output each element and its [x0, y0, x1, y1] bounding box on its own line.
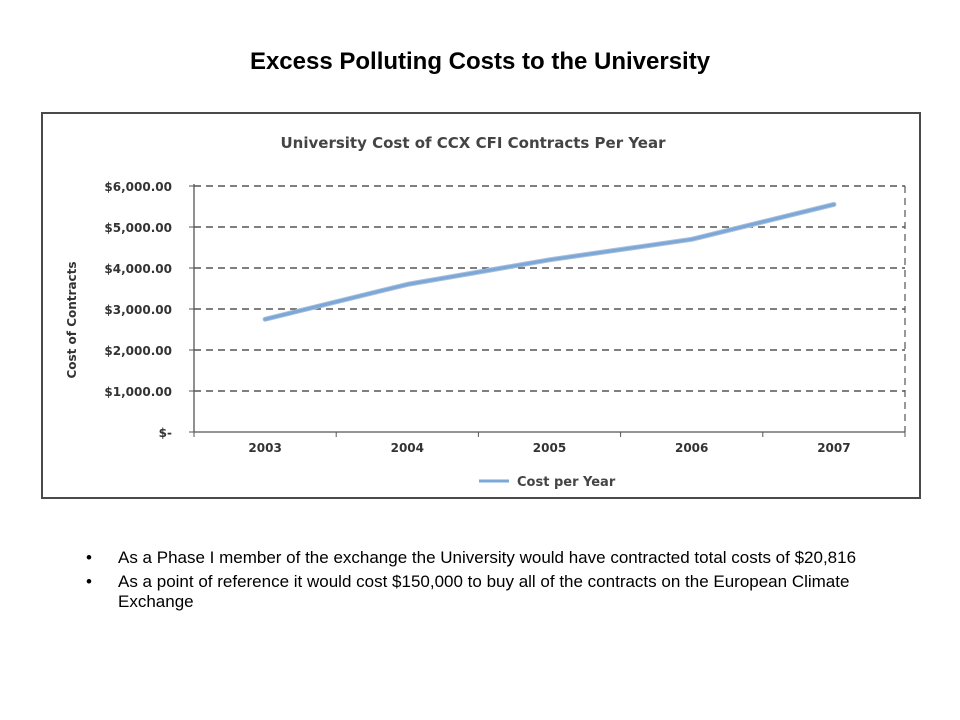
- bullet-text: As a point of reference it would cost $1…: [118, 572, 850, 611]
- x-tick-label: 2004: [391, 441, 424, 455]
- bullet-marker: •: [86, 572, 92, 591]
- bullet-list: • As a Phase I member of the exchange th…: [84, 548, 884, 616]
- y-tick-label: $3,000.00: [104, 303, 172, 317]
- axes: [189, 184, 906, 437]
- legend-label: Cost per Year: [517, 475, 616, 490]
- y-tick-label: $2,000.00: [104, 344, 172, 358]
- y-tick-label: $5,000.00: [104, 221, 172, 235]
- y-axis-label: Cost of Contracts: [65, 261, 79, 378]
- y-tick-label: $-: [159, 426, 172, 440]
- line-chart: University Cost of CCX CFI Contracts Per…: [65, 134, 906, 490]
- x-tick-label: 2006: [675, 441, 708, 455]
- x-tick-label: 2005: [533, 441, 566, 455]
- x-tick-label: 2003: [248, 441, 281, 455]
- chart-title: University Cost of CCX CFI Contracts Per…: [281, 134, 667, 152]
- bullet-item: • As a Phase I member of the exchange th…: [84, 548, 884, 568]
- gridlines: [194, 185, 906, 432]
- bullet-marker: •: [86, 548, 92, 567]
- tick-labels: $- $1,000.00 $2,000.00 $3,000.00 $4,000.00 $5…: [104, 180, 850, 455]
- y-tick-label: $6,000.00: [104, 180, 172, 194]
- series-layer: [262, 201, 837, 322]
- slide-title: Excess Polluting Costs to the University: [249, 48, 711, 75]
- y-tick-label: $1,000.00: [104, 385, 172, 399]
- x-tick-label: 2007: [817, 441, 850, 455]
- bullet-item: • As a point of reference it would cost …: [84, 572, 884, 612]
- chart-legend: Cost per Year: [479, 475, 616, 490]
- y-tick-label: $4,000.00: [104, 262, 172, 276]
- chart-frame: University Cost of CCX CFI Contracts Per…: [41, 112, 921, 499]
- series-line-shadow: [262, 201, 837, 322]
- bullet-text: As a Phase I member of the exchange the …: [118, 548, 857, 567]
